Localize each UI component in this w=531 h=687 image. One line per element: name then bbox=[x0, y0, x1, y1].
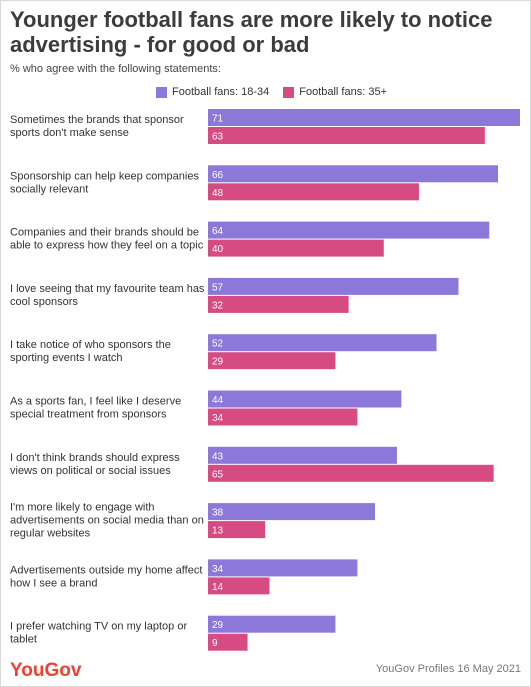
bar-series-2-cat-8 bbox=[208, 521, 266, 539]
data-label-series-1-cat-9: 34 bbox=[212, 564, 224, 575]
data-label-series-1-cat-10: 29 bbox=[212, 620, 224, 631]
bar-series-2-cat-6 bbox=[208, 408, 358, 426]
bar-series-1-cat-7 bbox=[208, 446, 397, 464]
data-label-series-2-cat-7: 65 bbox=[212, 469, 224, 480]
bar-series-1-cat-1 bbox=[208, 109, 520, 126]
legend-swatch-series-1 bbox=[156, 86, 167, 98]
legend-item-series-1: Football fans: 18-34 bbox=[156, 86, 269, 98]
category-label-6: As a sports fan, I feel like I deserve sp… bbox=[10, 396, 181, 421]
bar-series-1-cat-10 bbox=[208, 615, 336, 633]
category-label-5: I take notice of who sponsors the sportin… bbox=[10, 339, 171, 364]
legend-label-series-2: Football fans: 35+ bbox=[299, 86, 387, 98]
chart-title: Younger football fans are more likely to… bbox=[10, 7, 493, 57]
data-label-series-1-cat-3: 64 bbox=[212, 226, 224, 237]
category-label-8: I'm more likely to engage with advertisem… bbox=[10, 502, 204, 540]
data-label-series-1-cat-7: 43 bbox=[212, 451, 224, 462]
category-label-9: Advertisements outside my home affect how… bbox=[10, 564, 202, 589]
bar-series-2-cat-4 bbox=[208, 295, 349, 313]
bar-series-2-cat-10 bbox=[208, 633, 248, 651]
source-note: YouGov Profiles 16 May 2021 bbox=[375, 663, 521, 675]
category-label-10: I prefer watching TV on my laptop or tabl… bbox=[10, 621, 187, 646]
data-label-series-2-cat-9: 14 bbox=[212, 582, 224, 593]
data-label-series-1-cat-6: 44 bbox=[212, 395, 224, 406]
bar-series-2-cat-1 bbox=[208, 127, 485, 144]
data-label-series-2-cat-1: 63 bbox=[212, 132, 224, 143]
data-label-series-2-cat-5: 29 bbox=[212, 357, 224, 368]
bar-series-2-cat-9 bbox=[208, 577, 270, 595]
data-label-series-1-cat-2: 66 bbox=[212, 170, 224, 181]
data-label-series-1-cat-5: 52 bbox=[212, 339, 224, 350]
category-label-7: I don't think brands should express views… bbox=[10, 452, 180, 477]
bar-series-2-cat-3 bbox=[208, 239, 384, 257]
data-label-series-1-cat-8: 38 bbox=[212, 508, 224, 519]
bar-series-1-cat-9 bbox=[208, 559, 358, 577]
category-label-4: I love seeing that my favourite team has… bbox=[10, 283, 205, 308]
bar-series-1-cat-8 bbox=[208, 503, 375, 521]
data-label-series-2-cat-6: 34 bbox=[212, 413, 224, 424]
yougov-logo: YouGov bbox=[10, 660, 82, 681]
bar-series-2-cat-7 bbox=[208, 464, 494, 482]
category-label-1: Sometimes the brands that sponsor sports … bbox=[10, 114, 184, 139]
chart-subtitle: % who agree with the following statement… bbox=[10, 63, 221, 75]
data-label-series-2-cat-3: 40 bbox=[212, 244, 224, 255]
bar-series-2-cat-5 bbox=[208, 352, 336, 370]
data-label-series-2-cat-2: 48 bbox=[212, 188, 224, 199]
bar-series-1-cat-3 bbox=[208, 221, 490, 239]
data-label-series-1-cat-4: 57 bbox=[212, 282, 224, 293]
category-label-2: Sponsorship can help keep companies socia… bbox=[10, 170, 199, 195]
bar-series-1-cat-4 bbox=[208, 277, 459, 295]
bar-series-1-cat-2 bbox=[208, 165, 499, 183]
legend-item-series-2: Football fans: 35+ bbox=[283, 86, 387, 98]
legend: Football fans: 18-34 Football fans: 35+ bbox=[156, 86, 401, 98]
data-label-series-2-cat-4: 32 bbox=[212, 300, 224, 311]
legend-label-series-1: Football fans: 18-34 bbox=[172, 86, 270, 98]
bar-series-1-cat-5 bbox=[208, 334, 437, 352]
data-label-series-1-cat-1: 71 bbox=[212, 114, 224, 125]
bar-series-2-cat-2 bbox=[208, 183, 419, 201]
legend-swatch-series-2 bbox=[283, 86, 295, 98]
data-label-series-2-cat-10: 9 bbox=[212, 638, 218, 649]
data-label-series-2-cat-8: 13 bbox=[212, 526, 224, 537]
bar-series-1-cat-6 bbox=[208, 390, 402, 408]
category-label-3: Companies and their brands should be able… bbox=[10, 227, 204, 252]
